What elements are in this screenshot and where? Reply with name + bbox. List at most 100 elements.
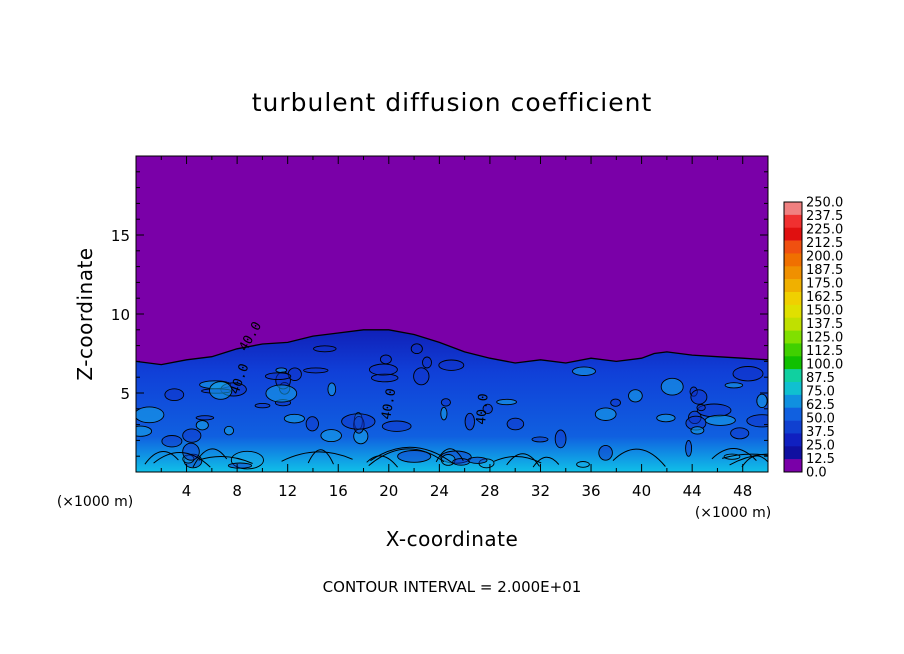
contour-blob <box>161 435 183 448</box>
contour-blob <box>182 428 202 443</box>
y-axis-label: Z-coordinate <box>73 247 97 380</box>
contour-blob <box>440 406 448 421</box>
contour-blob <box>440 398 451 407</box>
contour-blob <box>397 450 432 463</box>
contour-blob <box>265 384 298 403</box>
colorbar-label: 75.0 <box>806 385 835 400</box>
contour-blob <box>660 377 684 396</box>
contour-label-3: 40.0 <box>474 393 492 426</box>
colorbar-label: 237.5 <box>806 209 843 224</box>
colorbar-swatch <box>784 266 802 280</box>
contour-blob <box>303 367 329 374</box>
colorbar-label: 112.5 <box>806 344 843 359</box>
contour-line <box>281 451 353 462</box>
contour-blob <box>730 427 750 440</box>
contour-line <box>366 455 398 468</box>
colorbar-swatch <box>784 446 802 460</box>
colorbar-swatch <box>784 304 802 319</box>
colorbar-swatch <box>784 420 802 434</box>
contour-blob <box>370 373 399 383</box>
contour-blob <box>531 436 549 443</box>
chart-title: turbulent diffusion coefficient <box>252 88 653 117</box>
contour-blob <box>610 398 621 407</box>
colorbar-label: 87.5 <box>806 371 835 386</box>
contour-blob <box>379 354 392 365</box>
contour-blob <box>438 359 465 371</box>
x-tick-label: 48 <box>733 482 752 500</box>
contour-blob <box>182 442 200 461</box>
colorbar-swatch <box>784 253 802 267</box>
x-unit-left: (×1000 m) <box>57 494 133 510</box>
x-tick-label: 4 <box>182 482 192 500</box>
colorbar-swatch <box>784 369 802 383</box>
contour-label-2: 40.0 <box>379 387 399 420</box>
contour-blob <box>598 444 613 461</box>
colorbar-label: 225.0 <box>806 223 843 238</box>
contour-blob <box>264 372 292 381</box>
contour-blob <box>381 420 412 432</box>
contour-line <box>532 456 560 468</box>
colorbar-frame <box>783 201 803 473</box>
contour-blob <box>195 415 215 421</box>
colorbar-label: 125.0 <box>806 331 843 346</box>
contour-blob <box>313 345 337 353</box>
contour-blob <box>320 429 342 443</box>
x-tick-label: 28 <box>480 482 499 500</box>
colorbar: 250.0237.5225.0212.5200.0187.5175.0162.5… <box>783 196 843 481</box>
contour-line <box>153 451 211 468</box>
colorbar-label: 100.0 <box>806 358 843 373</box>
x-tick-label: 44 <box>683 482 702 500</box>
colorbar-label: 212.5 <box>806 236 843 251</box>
contour-blob <box>696 404 706 412</box>
contour-blob <box>746 414 768 428</box>
contour-blob <box>410 343 423 355</box>
contour-blob <box>230 450 264 470</box>
contour-blob <box>422 356 432 369</box>
x-axis-ticks: 4 8 12 16 20 24 28 32 36 40 44 48 <box>160 156 752 500</box>
contour-interval-note: CONTOUR INTERVAL = 2.000E+01 <box>323 578 582 596</box>
colorbar-label: 0.0 <box>806 466 827 481</box>
contour-blob <box>464 412 475 431</box>
contour-blob <box>656 413 676 423</box>
turbulent-detail <box>136 343 768 470</box>
contour-blob <box>628 389 643 403</box>
y-tick-label: 15 <box>111 227 130 245</box>
contour-blob <box>413 367 430 386</box>
colorbar-swatch <box>784 214 802 229</box>
contour-blob <box>136 406 165 424</box>
colorbar-swatch <box>784 202 802 216</box>
contour-line <box>192 448 228 468</box>
contour-blob <box>164 388 185 402</box>
x-tick-label: 16 <box>329 482 348 500</box>
colorbar-label: 137.5 <box>806 317 843 332</box>
contour-line <box>435 448 464 463</box>
contour-line <box>493 456 542 464</box>
contour-blob <box>594 407 617 421</box>
turbulent-layer <box>136 329 768 472</box>
contour-blob <box>452 458 470 466</box>
colorbar-label: 12.5 <box>806 452 835 467</box>
contour-line <box>612 448 666 467</box>
colorbar-swatch <box>784 459 802 473</box>
contour-line <box>729 453 768 466</box>
contour-blob <box>327 382 337 397</box>
colorbar-swatch <box>784 279 802 293</box>
colorbar-label: 187.5 <box>806 263 843 278</box>
colorbar-label: 150.0 <box>806 304 843 319</box>
x-axis-label: X-coordinate <box>386 527 519 551</box>
contour-blob <box>223 425 235 436</box>
colorbar-label: 175.0 <box>806 277 843 292</box>
contour-blob <box>685 440 693 457</box>
contour-line <box>368 448 445 466</box>
contour-blob <box>704 414 736 426</box>
contour-blob <box>341 413 376 430</box>
colorbar-swatch <box>784 433 802 447</box>
contour-blob <box>554 429 567 449</box>
contour-blob <box>368 363 398 376</box>
colorbar-label: 250.0 <box>806 196 843 211</box>
contour-blob <box>576 461 590 468</box>
x-tick-label: 20 <box>379 482 398 500</box>
colorbar-label: 50.0 <box>806 412 835 427</box>
contour-line <box>307 449 334 465</box>
contour-blob <box>136 425 153 437</box>
